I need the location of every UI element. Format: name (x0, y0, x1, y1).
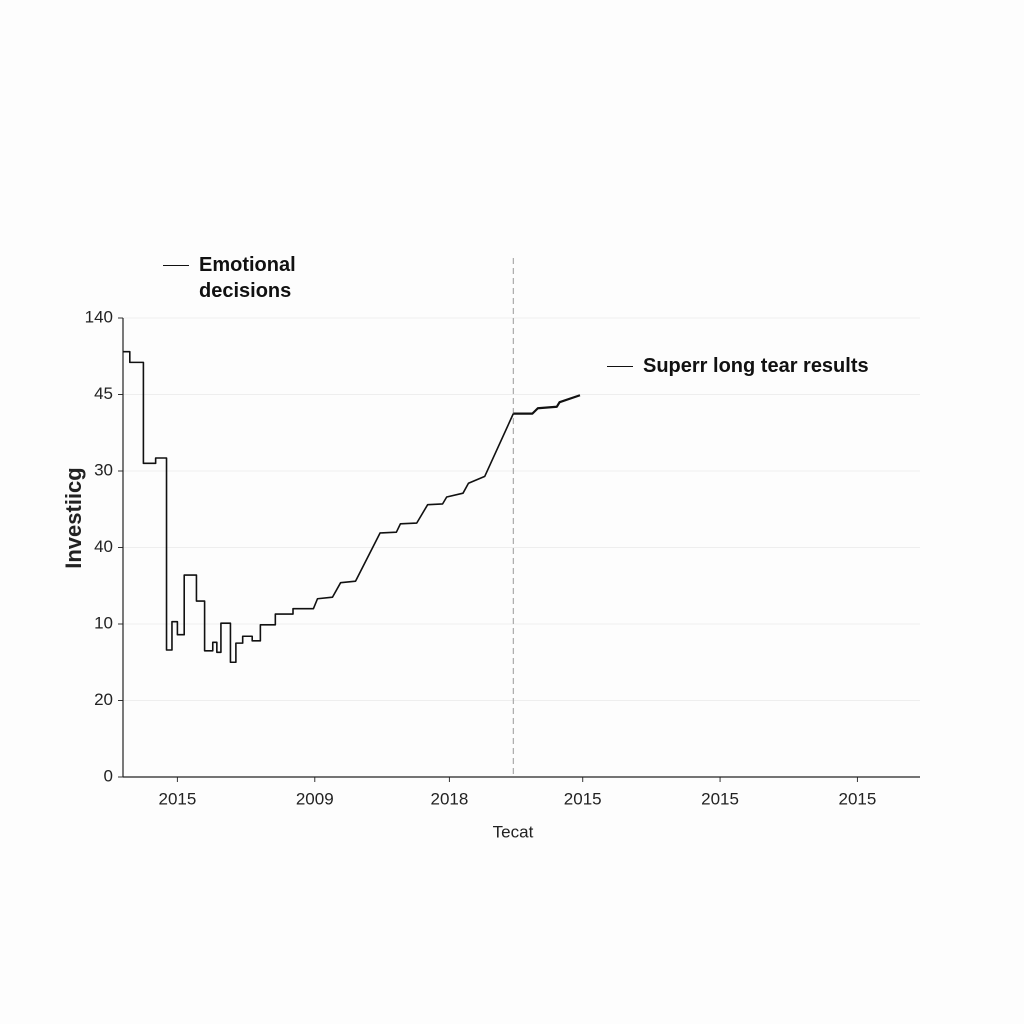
line (123, 350, 515, 664)
y-tick-label: 20 (94, 690, 113, 709)
x-tick-label: 2015 (158, 789, 196, 808)
x-tick-label: 2009 (296, 789, 334, 808)
y-tick-label: 0 (104, 766, 113, 785)
legend-entry: Emotional decisions (163, 252, 323, 304)
legend-label: Emotional decisions (199, 254, 296, 302)
y-tick-label: 30 (94, 460, 113, 479)
x-axis-label: Tecat (493, 822, 534, 841)
y-tick-label: 45 (94, 384, 113, 403)
legend-swatch (607, 366, 633, 367)
x-tick-label: 2015 (839, 789, 877, 808)
x-tick-label: 2015 (701, 789, 739, 808)
y-tick-label: 10 (94, 613, 113, 632)
legend-swatch (163, 265, 189, 266)
legend-entry: Superr long tear results (607, 353, 927, 379)
x-tick-label: 2018 (431, 789, 469, 808)
y-axis-label: Investiicg (61, 467, 86, 568)
y-tick-label: 140 (85, 307, 113, 326)
x-tick-label: 2015 (564, 789, 602, 808)
line (513, 394, 581, 415)
y-tick-label: 40 (94, 537, 113, 556)
legend-label: Superr long tear results (643, 355, 869, 377)
